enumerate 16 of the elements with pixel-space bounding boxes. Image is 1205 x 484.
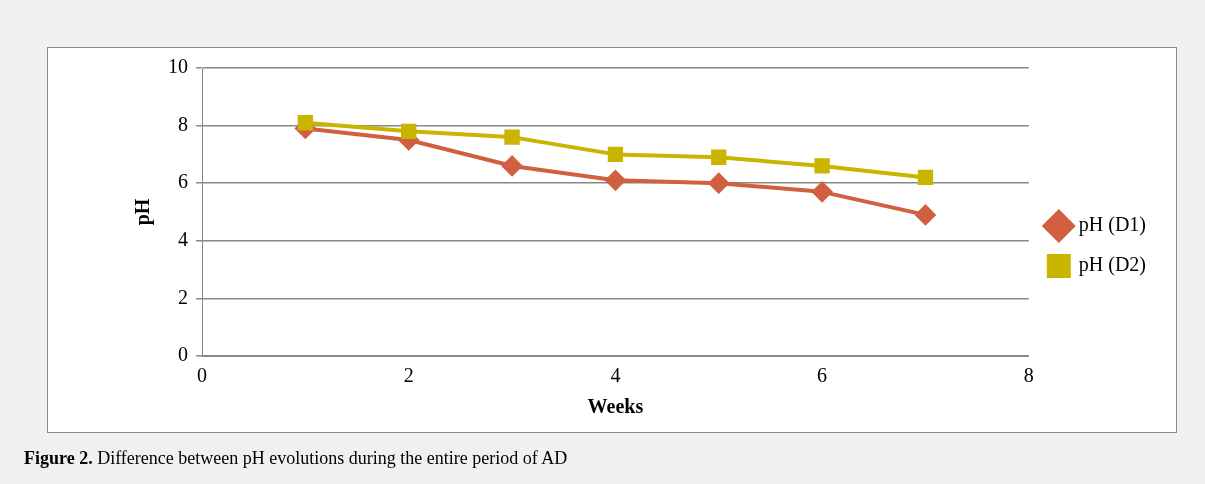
y-tick-label: 10 <box>168 55 188 78</box>
x-tick-label: 4 <box>610 364 621 387</box>
x-tick-label: 8 <box>1023 364 1034 387</box>
x-axis-title: Weeks <box>587 395 644 418</box>
y-tick-label: 4 <box>178 228 188 251</box>
caption: Figure 2. Difference between pH evolutions during the entire period of AD <box>24 448 568 469</box>
y-tick-label: 8 <box>178 112 188 135</box>
legend-label: pH (D1) <box>1078 213 1147 237</box>
y-tick-label: 2 <box>178 285 188 308</box>
y-tick-label: 6 <box>178 170 188 193</box>
y-tick-label: 0 <box>178 343 188 366</box>
legend-label: pH (D2) <box>1078 253 1147 277</box>
y-axis-title: pH <box>131 198 155 226</box>
x-tick-label: 2 <box>403 364 414 387</box>
x-tick-label: 0 <box>197 364 207 387</box>
x-tick-label: 6 <box>817 364 828 387</box>
